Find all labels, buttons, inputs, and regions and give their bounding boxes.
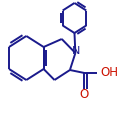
Text: O: O bbox=[80, 88, 89, 102]
Text: N: N bbox=[72, 46, 81, 56]
Text: OH: OH bbox=[101, 66, 119, 78]
